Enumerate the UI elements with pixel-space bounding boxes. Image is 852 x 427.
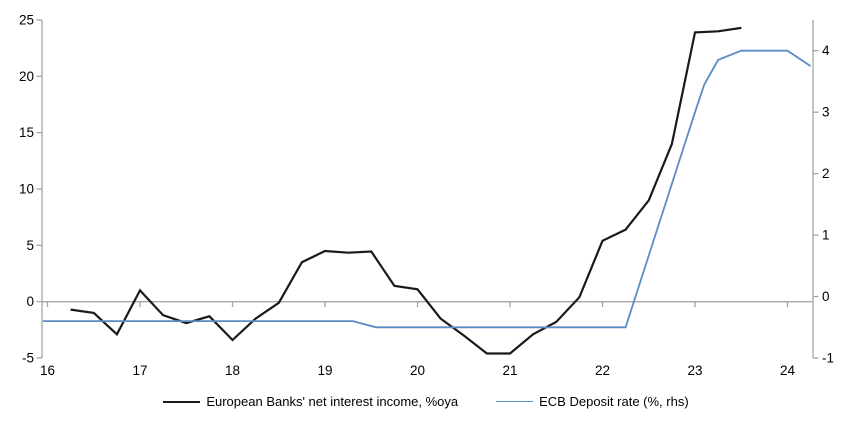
right-axis-tick-label: 0 — [822, 289, 830, 304]
left-axis-tick-label: 0 — [26, 294, 34, 309]
net-interest-income-line — [70, 26, 742, 355]
black-line-swatch — [163, 400, 201, 403]
legend-label-ecb-deposit-rate: ECB Deposit rate (%, rhs) — [539, 394, 689, 409]
legend-item-net-interest-income: European Banks' net interest income, %oy… — [163, 394, 458, 409]
right-axis-tick-label: 3 — [822, 105, 830, 120]
x-axis-tick-label: 16 — [40, 363, 55, 378]
legend-item-ecb-deposit-rate: ECB Deposit rate (%, rhs) — [496, 394, 689, 409]
legend: European Banks' net interest income, %oy… — [0, 394, 852, 409]
ecb-deposit-rate-line — [42, 49, 812, 329]
x-axis-tick-label: 23 — [687, 363, 702, 378]
x-axis-tick-label: 20 — [410, 363, 425, 378]
left-axis-tick-label: 25 — [19, 13, 34, 28]
x-axis-tick-label: 19 — [317, 363, 332, 378]
legend-label-net-interest-income: European Banks' net interest income, %oy… — [206, 394, 459, 409]
left-axis-tick-label: 5 — [26, 238, 34, 253]
right-axis-tick-label: 2 — [822, 166, 830, 181]
left-axis-tick-label: -5 — [22, 351, 34, 366]
left-axis-tick-label: 15 — [19, 125, 34, 140]
x-axis-tick-label: 18 — [225, 363, 240, 378]
x-axis-tick-label: 21 — [502, 363, 517, 378]
right-axis-tick-label: 1 — [822, 228, 830, 243]
left-axis-tick-label: 20 — [19, 69, 34, 84]
left-axis-tick-label: 10 — [19, 182, 34, 197]
x-axis-tick-label: 24 — [780, 363, 796, 378]
right-axis-tick-label: 4 — [822, 43, 830, 58]
right-axis-tick-label: -1 — [822, 351, 834, 366]
blue-line-swatch — [496, 401, 534, 402]
x-axis-tick-label: 22 — [595, 363, 610, 378]
x-axis-tick-label: 17 — [132, 363, 147, 378]
